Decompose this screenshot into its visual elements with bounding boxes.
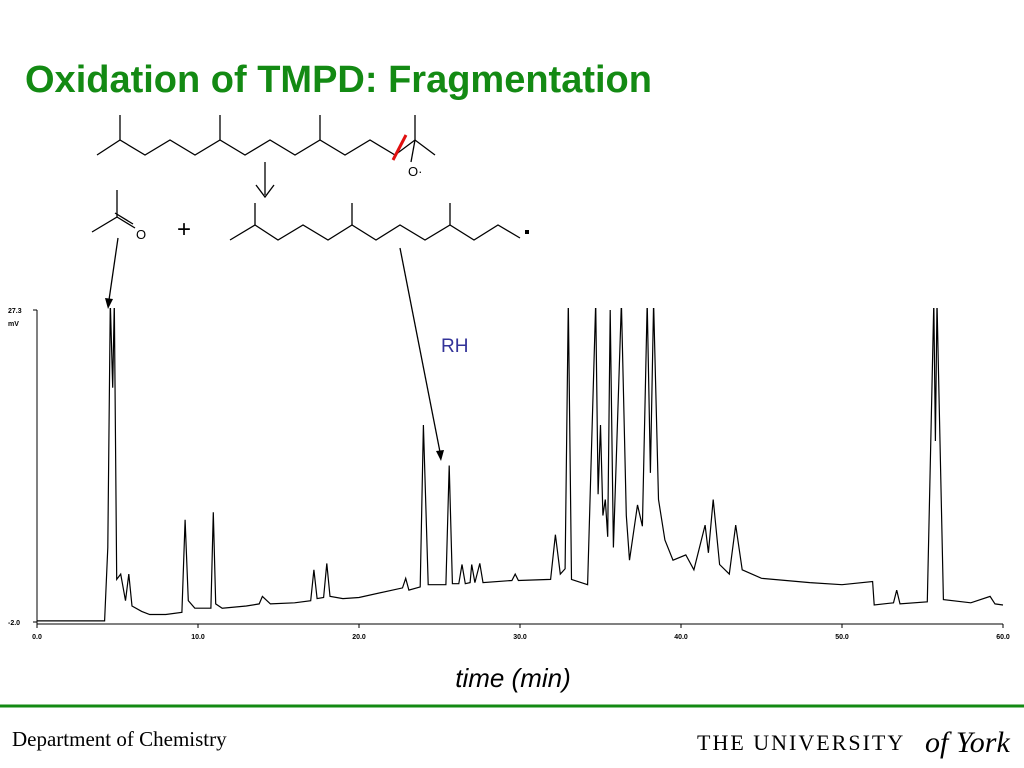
slide-title: Oxidation of TMPD: Fragmentation [25,59,652,101]
y-unit: mV [8,321,19,328]
x-tick-label: 0.0 [32,634,42,641]
x-tick-label: 60.0 [996,634,1010,641]
radical-oxygen: O· [408,164,422,179]
x-axis-title: time (min) [455,663,571,693]
y-tick-label: 27.3 [8,308,22,315]
rh-label: RH [441,336,468,357]
x-tick-label: 50.0 [835,634,849,641]
chromatogram: mV time (min) 0.0 10.0 20.0 30.0 40.0 50.0 60.… [8,308,1010,693]
x-tick-label: 40.0 [674,634,688,641]
y-tick-label: -2.0 [8,620,20,627]
plus-sign: + [177,216,191,243]
x-tick-label: 10.0 [191,634,205,641]
reaction-scheme: O· O + RH [91,115,529,461]
ketone-oxygen: O [136,227,146,242]
trace [37,308,1004,622]
x-tick-label: 30.0 [513,634,527,641]
logo-script: of York [925,726,1010,759]
x-tick-label: 20.0 [352,634,366,641]
logo-text: THE UNIVERSITY [697,730,905,755]
footer-department: Department of Chemistry [12,727,227,751]
